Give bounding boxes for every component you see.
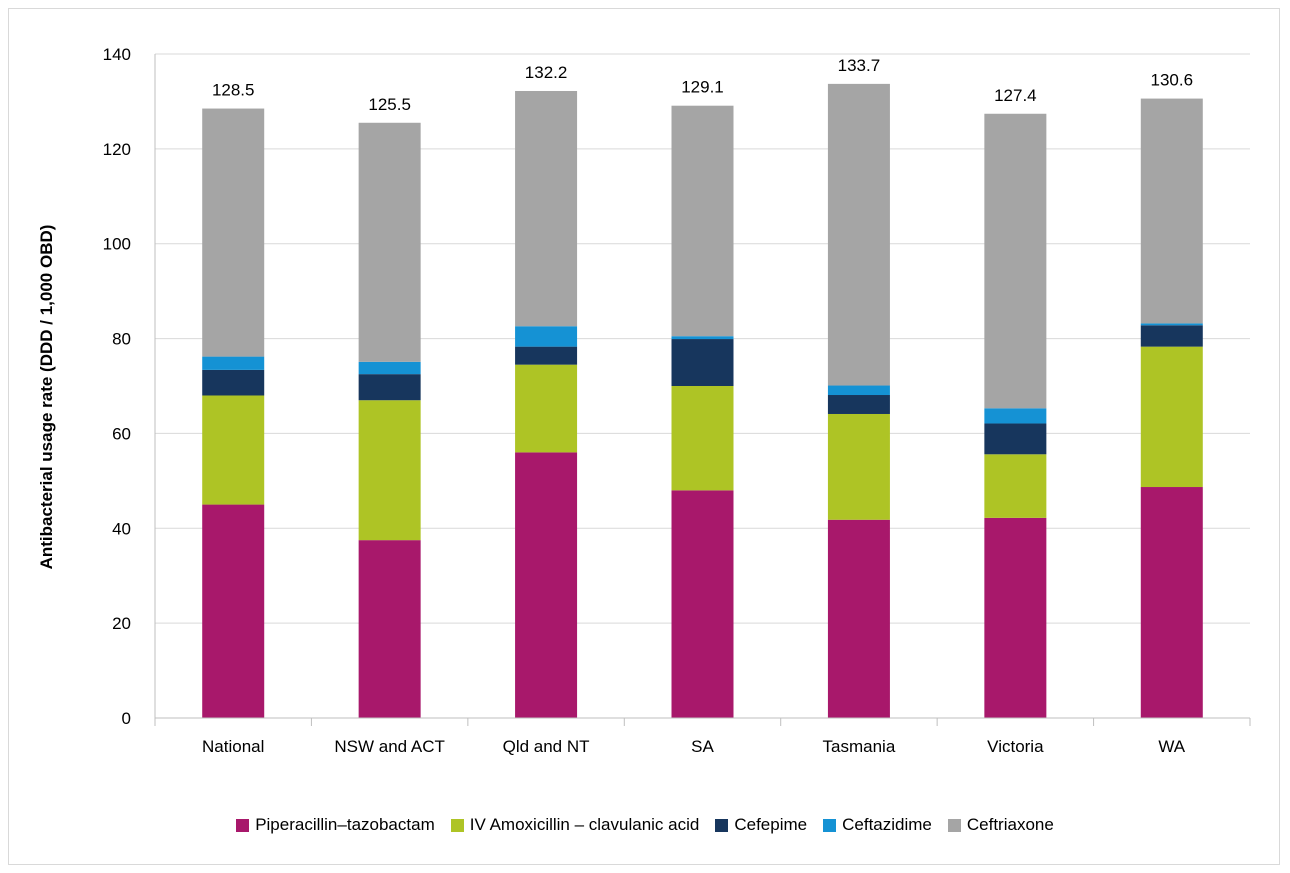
x-tick-label: Tasmania xyxy=(823,737,896,756)
bar-segment xyxy=(202,108,265,357)
bar-segment xyxy=(827,83,890,386)
bar-segment xyxy=(202,369,265,396)
y-axis-label: Antibacterial usage rate (DDD / 1,000 OB… xyxy=(37,225,56,570)
y-tick-labels: 0 20 40 60 80 100 120 140 xyxy=(103,45,131,728)
bar-segment xyxy=(827,413,890,520)
total-label: 127.4 xyxy=(994,86,1037,105)
y-tick-label: 100 xyxy=(103,235,131,254)
x-tick-label: Qld and NT xyxy=(503,737,590,756)
bar-segment xyxy=(984,113,1047,409)
y-tick-label: 120 xyxy=(103,140,131,159)
bar-segment xyxy=(671,105,734,337)
legend-label: Piperacillin–tazobactam xyxy=(255,815,435,834)
bar-segment xyxy=(358,122,421,362)
legend-swatch xyxy=(450,818,464,832)
total-label: 132.2 xyxy=(525,63,568,82)
y-tick-label: 20 xyxy=(112,614,131,633)
bars xyxy=(202,83,1203,718)
y-tick-label: 140 xyxy=(103,45,131,64)
bar-segment xyxy=(358,361,421,375)
legend-swatch xyxy=(947,818,961,832)
x-tick-label: Victoria xyxy=(987,737,1044,756)
legend-label: Cefepime xyxy=(734,815,808,834)
y-tick-label: 0 xyxy=(122,709,131,728)
legend-item: Ceftriaxone xyxy=(947,815,1054,835)
bar-segment xyxy=(358,374,421,401)
bar-segment xyxy=(671,490,734,718)
legend-label: Ceftazidime xyxy=(842,815,932,834)
total-labels: 128.5 125.5 132.2 129.1 133.7 127.4 130.6 xyxy=(212,56,1193,114)
bar-segment xyxy=(671,336,734,340)
bar-segment xyxy=(358,540,421,718)
x-tick-label: National xyxy=(202,737,264,756)
x-tick-labels: National NSW and ACT Qld and NT SA Tasmania V… xyxy=(202,737,1186,756)
bar-segment xyxy=(984,408,1047,424)
bar-segment xyxy=(1140,323,1203,326)
total-label: 128.5 xyxy=(212,81,255,100)
x-tick-label: WA xyxy=(1158,737,1185,756)
y-tick-label: 40 xyxy=(112,519,131,538)
y-tick-label: 60 xyxy=(112,424,131,443)
total-label: 130.6 xyxy=(1151,71,1194,90)
total-label: 125.5 xyxy=(368,95,411,114)
bar-segment xyxy=(202,504,265,718)
y-tick-label: 80 xyxy=(112,330,131,349)
legend-item: Piperacillin–tazobactam xyxy=(236,815,435,835)
bar-segment xyxy=(984,517,1047,718)
bar-segment xyxy=(984,423,1047,455)
bar-segment xyxy=(202,395,265,505)
bar-segment xyxy=(515,364,578,453)
bar-segment xyxy=(827,519,890,718)
bar-segment xyxy=(827,385,890,396)
bar-segment xyxy=(515,326,578,347)
legend-swatch xyxy=(823,818,837,832)
bar-segment xyxy=(827,395,890,414)
total-label: 133.7 xyxy=(838,56,881,75)
bar-segment xyxy=(984,454,1047,518)
bar-segment xyxy=(671,386,734,491)
legend-label: IV Amoxicillin – clavulanic acid xyxy=(469,815,700,834)
legend-label: Ceftriaxone xyxy=(966,815,1054,834)
bar-segment xyxy=(1140,98,1203,324)
legend-swatch xyxy=(715,818,729,832)
legend-swatch xyxy=(236,818,250,832)
axes xyxy=(154,54,1251,726)
bar-segment xyxy=(515,90,578,327)
legend-item: IV Amoxicillin – clavulanic acid xyxy=(450,815,700,835)
legend-item: Ceftazidime xyxy=(823,815,932,835)
bar-segment xyxy=(515,346,578,365)
bar-segment xyxy=(1140,487,1203,718)
legend-item: Cefepime xyxy=(715,815,807,835)
total-label: 129.1 xyxy=(681,78,724,97)
bar-segment xyxy=(202,356,265,370)
bar-segment xyxy=(671,339,734,386)
x-tick-label: SA xyxy=(691,737,714,756)
bar-segment xyxy=(1140,346,1203,488)
x-tick-label: NSW and ACT xyxy=(334,737,445,756)
bar-segment xyxy=(515,452,578,718)
legend: Piperacillin–tazobactam IV Amoxicillin – … xyxy=(0,815,1290,835)
bar-segment xyxy=(1140,325,1203,347)
bar-segment xyxy=(358,400,421,541)
